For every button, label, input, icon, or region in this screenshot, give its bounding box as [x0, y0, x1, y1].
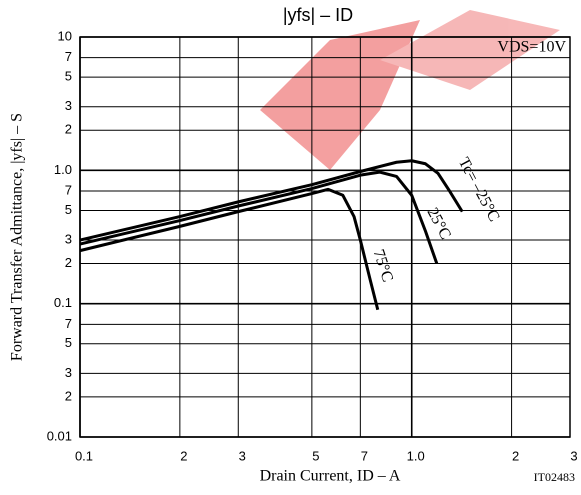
x-tick-label: 3	[570, 448, 577, 463]
y-tick-label: 3	[65, 365, 72, 380]
y-axis-label: Forward Transfer Admittance, |yfs| – S	[9, 113, 26, 361]
curve	[79, 187, 380, 311]
y-tick-label: 5	[65, 69, 72, 84]
condition-label: VDS=10V	[497, 39, 566, 56]
curve	[79, 159, 464, 242]
y-tick-label: 10	[58, 28, 72, 43]
x-axis-label: Drain Current, ID – A	[260, 468, 401, 485]
y-tick-label: 5	[65, 335, 72, 350]
x-tick-label: 7	[361, 448, 368, 463]
watermark	[260, 10, 560, 170]
series-label: 75°C	[370, 247, 396, 284]
y-tick-label: 2	[65, 122, 72, 137]
curve	[79, 170, 439, 265]
x-tick-label: 1.0	[407, 448, 425, 463]
figure-id: IT02483	[534, 470, 575, 484]
chart-title: |yfs| – ID	[283, 5, 353, 25]
x-tick-label: 3	[239, 448, 246, 463]
y-tick-label: 3	[65, 231, 72, 246]
y-tick-label: 2	[65, 255, 72, 270]
x-tick-label: 5	[312, 448, 319, 463]
plot-frame	[79, 36, 571, 438]
y-tick-label: 3	[65, 98, 72, 113]
y-tick-label: 2	[65, 388, 72, 403]
x-tick-label: 0.1	[75, 448, 93, 463]
x-tick-label: 2	[512, 448, 519, 463]
y-tick-label: 7	[65, 182, 72, 197]
y-tick-label: 0.1	[54, 295, 72, 310]
y-tick-label: 7	[65, 316, 72, 331]
y-tick-label: 7	[65, 49, 72, 64]
y-tick-label: 1.0	[54, 162, 72, 177]
y-tick-label: 0.01	[47, 428, 72, 443]
y-tick-label: 5	[65, 202, 72, 217]
x-tick-label: 2	[180, 448, 187, 463]
series-label: Tc= –25°C	[455, 155, 503, 225]
